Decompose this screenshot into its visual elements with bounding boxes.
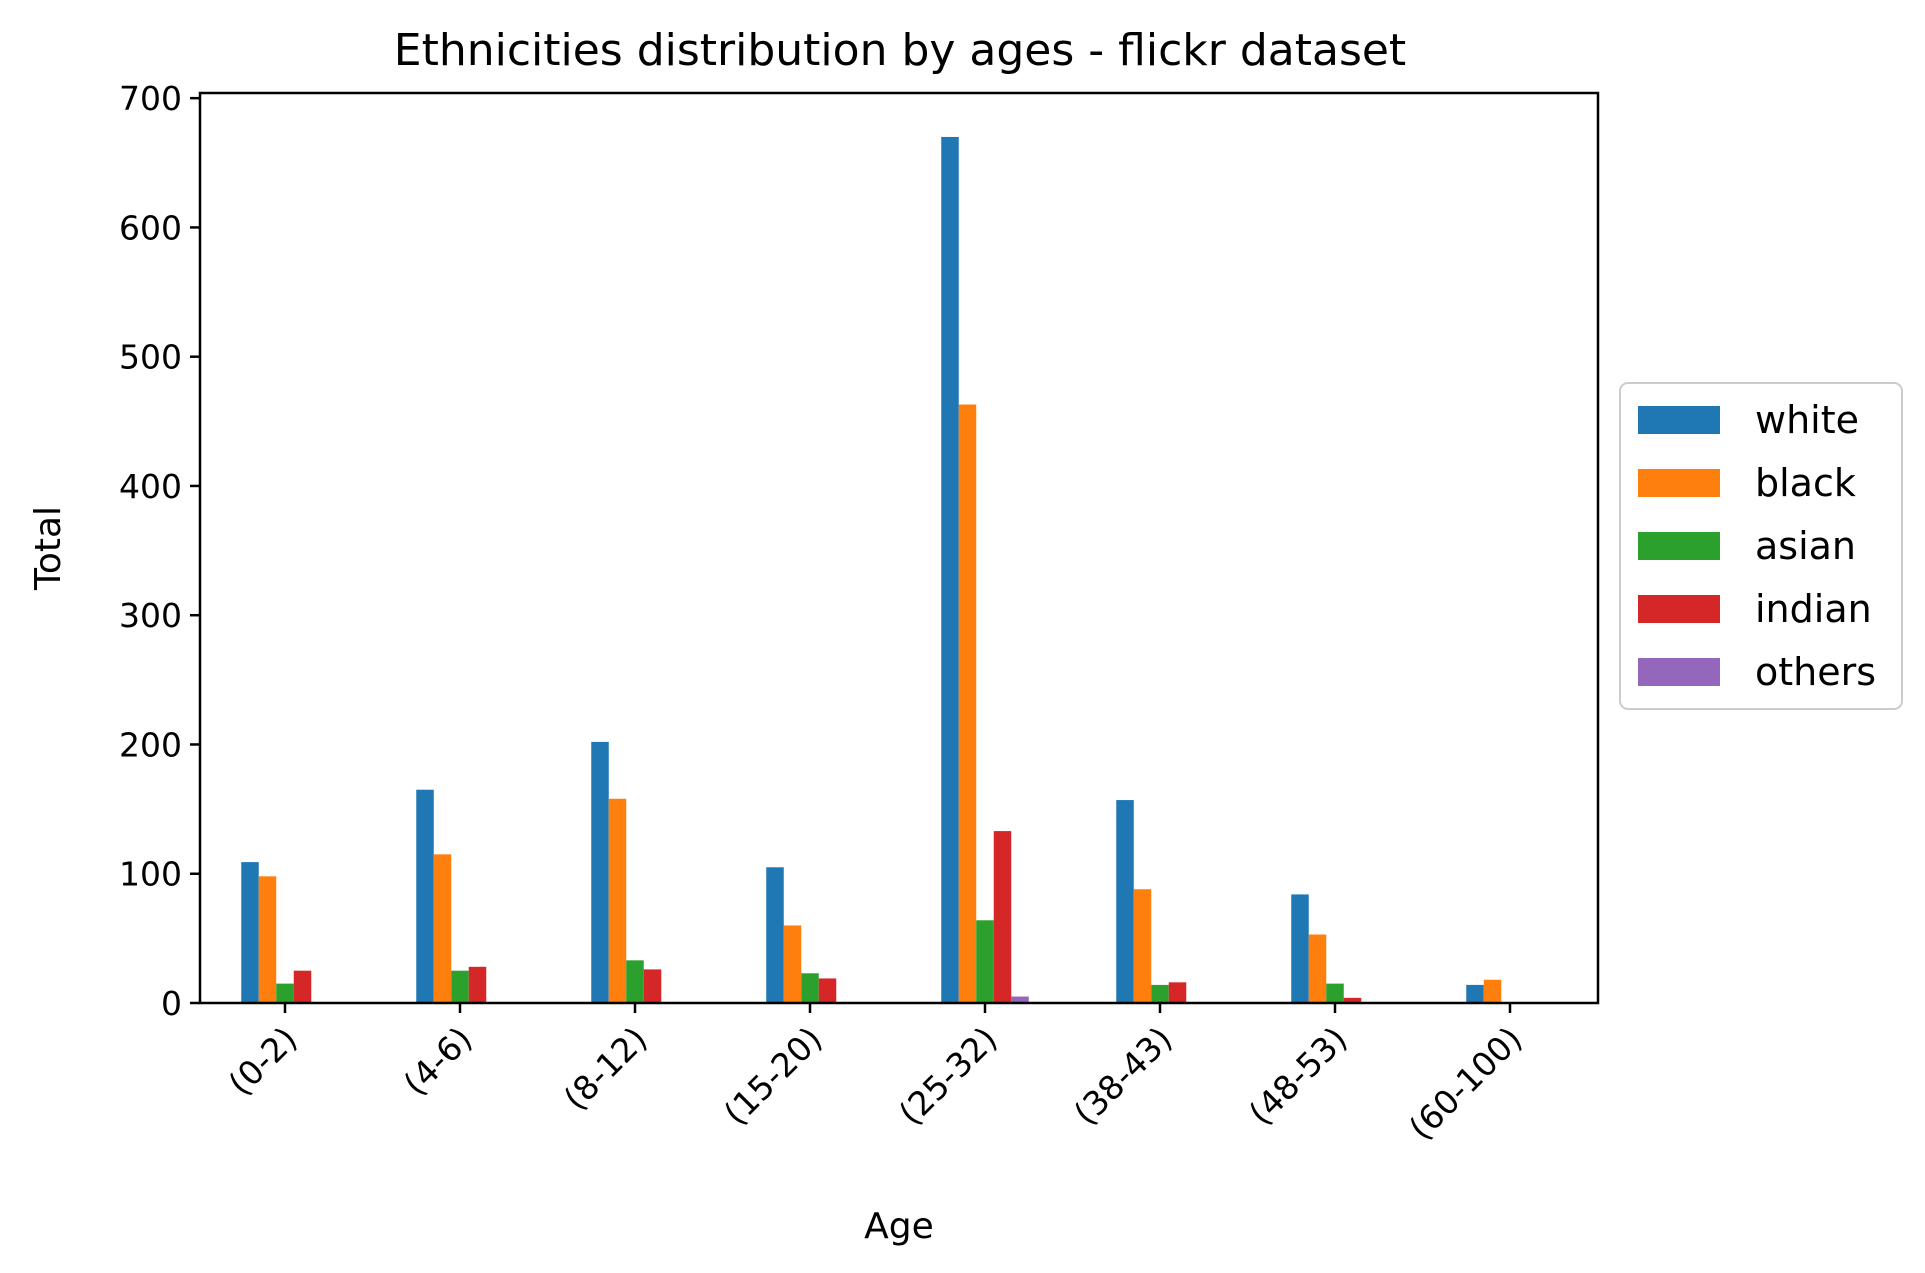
- bar-asian-6: [1326, 983, 1344, 1003]
- bar-white-4: [941, 136, 959, 1004]
- bar-black-3: [783, 925, 802, 1003]
- bar-indian-3: [818, 978, 837, 1003]
- bar-white-2: [591, 741, 609, 1003]
- bar-asian-1: [451, 970, 469, 1003]
- legend-swatch-indian: [1638, 595, 1720, 623]
- y-tick-label: 0: [161, 984, 182, 1023]
- y-tick-label: 600: [119, 208, 182, 247]
- bar-asian-2: [626, 960, 644, 1003]
- x-tick-label: (8-12): [556, 1019, 655, 1118]
- legend-swatch-black: [1638, 469, 1720, 497]
- bar-asian-5: [1151, 984, 1169, 1003]
- bar-white-6: [1291, 894, 1309, 1003]
- bar-black-6: [1308, 934, 1327, 1003]
- legend-swatch-white: [1638, 406, 1720, 434]
- bar-indian-1: [468, 966, 487, 1003]
- bar-indian-5: [1168, 982, 1187, 1003]
- y-tick-label: 100: [119, 855, 182, 894]
- bar-black-0: [258, 876, 277, 1003]
- legend-box: [1619, 382, 1903, 710]
- x-tick-label: (60-100): [1401, 1019, 1529, 1147]
- bar-asian-3: [801, 973, 819, 1003]
- bar-white-5: [1116, 800, 1134, 1003]
- legend-swatch-others: [1638, 658, 1720, 686]
- bar-white-0: [241, 862, 259, 1003]
- bar-black-4: [958, 404, 977, 1003]
- bar-black-5: [1133, 889, 1152, 1003]
- y-axis-label: Total: [28, 506, 69, 591]
- legend-label-others: others: [1755, 650, 1876, 694]
- legend-swatch-asian: [1638, 532, 1720, 560]
- legend-label-white: white: [1755, 398, 1859, 442]
- y-tick-label: 200: [119, 725, 182, 764]
- bars-group: [241, 136, 1502, 1004]
- chart-title: Ethnicities distribution by ages - flick…: [394, 25, 1406, 76]
- bar-indian-0: [293, 970, 312, 1003]
- bar-asian-4: [976, 920, 994, 1003]
- x-tick-label: (4-6): [396, 1019, 480, 1103]
- y-tick-label: 700: [119, 79, 182, 118]
- bar-black-2: [608, 798, 627, 1003]
- legend-label-asian: asian: [1755, 524, 1856, 568]
- x-axis: (0-2) (4-6) (8-12) (15-20) (25-32) (38-43) (48…: [221, 1003, 1530, 1148]
- plot-frame: [198, 91, 1600, 1005]
- x-axis-label: Age: [864, 1206, 934, 1247]
- legend-label-indian: indian: [1755, 587, 1872, 631]
- bar-white-7: [1466, 984, 1484, 1003]
- x-tick-label: (48-53): [1241, 1019, 1355, 1133]
- bar-white-3: [766, 867, 784, 1003]
- legend-label-black: black: [1755, 461, 1856, 505]
- y-axis: 0 100 200 300 400 500 600 700: [119, 79, 200, 1023]
- bar-others-4: [1011, 996, 1029, 1003]
- legend: white black asian indian others: [1619, 382, 1903, 710]
- y-tick-label: 300: [119, 596, 182, 635]
- bar-indian-6: [1343, 997, 1362, 1003]
- bar-indian-4: [993, 831, 1012, 1003]
- bar-black-7: [1483, 979, 1502, 1003]
- bar-asian-0: [276, 983, 294, 1003]
- x-tick-label: (0-2): [221, 1019, 305, 1103]
- x-tick-label: (15-20): [716, 1019, 830, 1133]
- bar-indian-2: [643, 969, 662, 1003]
- y-tick-label: 400: [119, 467, 182, 506]
- x-tick-label: (38-43): [1066, 1019, 1180, 1133]
- x-tick-label: (25-32): [891, 1019, 1005, 1133]
- bar-white-1: [416, 789, 434, 1003]
- y-tick-label: 500: [119, 338, 182, 377]
- bar-black-1: [433, 854, 452, 1003]
